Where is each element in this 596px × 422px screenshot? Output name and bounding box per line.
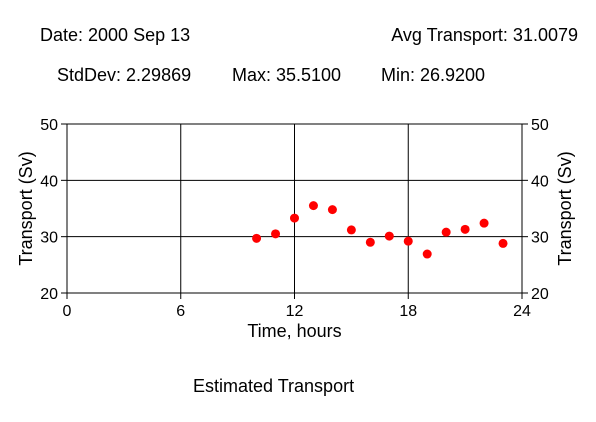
y-tick-label-left: 50	[40, 117, 58, 134]
y-axis-label-left: Transport (Sv)	[16, 151, 36, 265]
stddev-label: StdDev: 2.29869	[57, 65, 192, 85]
data-point	[441, 227, 451, 237]
y-axis-label-right: Transport (Sv)	[555, 151, 575, 265]
y-tick-label-left: 40	[40, 173, 58, 190]
data-point	[271, 229, 281, 239]
max-label: Max: 35.5100	[232, 65, 342, 85]
y-tick-label-left: 30	[40, 230, 58, 247]
data-point	[346, 225, 356, 235]
data-points	[252, 201, 508, 259]
data-point	[365, 237, 375, 247]
data-point	[498, 238, 508, 248]
x-tick-label: 18	[399, 303, 417, 320]
date-label: Date: 2000 Sep 13	[40, 25, 191, 45]
chart-caption: Estimated Transport	[193, 376, 355, 396]
avg-transport-label: Avg Transport: 31.0079	[391, 25, 578, 45]
data-point	[422, 249, 432, 259]
y-tick-label-right: 20	[531, 286, 549, 303]
x-axis-label: Time, hours	[247, 321, 341, 341]
data-point	[308, 201, 318, 211]
x-tick-label: 0	[63, 303, 72, 320]
data-point	[252, 233, 262, 243]
data-point	[403, 236, 413, 246]
data-point	[327, 205, 337, 215]
x-tick-label: 6	[176, 303, 185, 320]
grid	[67, 124, 522, 293]
y-tick-label-right: 30	[531, 230, 549, 247]
data-point	[460, 224, 470, 234]
y-tick-label-right: 40	[531, 173, 549, 190]
x-tick-label: 24	[513, 303, 531, 320]
data-point	[479, 218, 489, 228]
y-tick-label-right: 50	[531, 117, 549, 134]
data-point	[384, 231, 394, 241]
x-tick-label: 12	[286, 303, 304, 320]
y-tick-label-left: 20	[40, 286, 58, 303]
data-point	[290, 213, 299, 223]
min-label: Min: 26.9200	[381, 65, 486, 85]
